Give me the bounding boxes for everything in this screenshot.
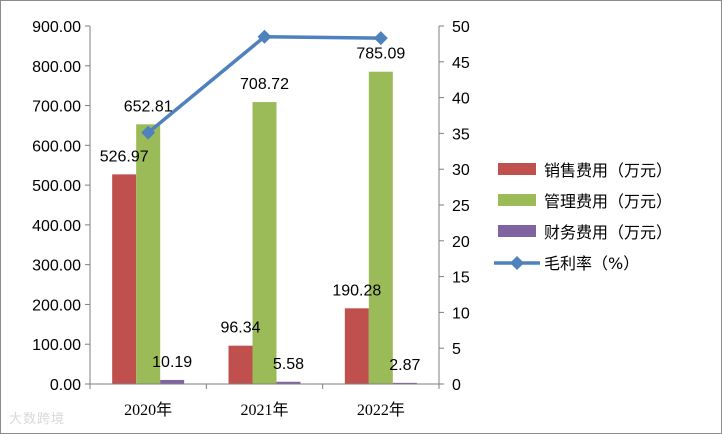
left-tick-label: 0.00	[50, 377, 81, 394]
watermark: 大数跨境	[9, 412, 66, 427]
left-tick-label: 700.00	[32, 99, 81, 116]
right-tick-label: 0	[452, 377, 461, 394]
legend-swatch-1	[498, 163, 536, 175]
right-tick-label: 45	[452, 55, 470, 72]
data-label-1-2: 96.34	[220, 320, 260, 337]
x-tick-label: 2021年	[240, 401, 288, 419]
line-point-1	[141, 125, 156, 140]
right-tick-label: 10	[452, 305, 470, 322]
data-label-3-3: 2.87	[389, 357, 420, 374]
line-point-2	[257, 29, 272, 44]
bar-2-1	[136, 124, 161, 384]
legend-label-2: 管理费用（万元）	[544, 192, 672, 211]
legend-swatch-2	[498, 194, 536, 206]
right-tick-label: 25	[452, 198, 470, 215]
bar-1-3	[344, 308, 369, 384]
left-tick-label: 900.00	[32, 19, 81, 36]
x-tick-label: 2020年	[124, 401, 172, 419]
legend-swatch-3	[498, 225, 536, 237]
data-label-1-3: 190.28	[332, 282, 381, 299]
bar-1-1	[112, 174, 137, 384]
left-tick-label: 200.00	[32, 297, 81, 314]
bar-1-2	[228, 345, 253, 384]
line-point-3	[373, 31, 388, 46]
bar-3-1	[160, 379, 185, 384]
bar-3-3	[392, 382, 417, 384]
right-tick-label: 15	[452, 270, 470, 287]
x-tick-label: 2022年	[357, 401, 405, 419]
bar-3-2	[276, 381, 301, 384]
data-label-2-3: 785.09	[356, 46, 405, 63]
data-label-1-1: 526.97	[100, 148, 149, 165]
bar-2-2	[252, 102, 277, 384]
right-tick-label: 35	[452, 126, 470, 143]
left-tick-label: 400.00	[32, 218, 81, 235]
bar-2-3	[368, 71, 393, 384]
data-label-3-2: 5.58	[273, 356, 304, 373]
right-tick-label: 30	[452, 162, 470, 179]
right-tick-label: 40	[452, 91, 470, 108]
legend-label-1: 销售费用（万元）	[544, 161, 672, 180]
right-tick-label: 50	[452, 19, 470, 36]
left-tick-label: 300.00	[32, 258, 81, 275]
legend-label-4: 毛利率（%）	[544, 254, 639, 273]
left-tick-label: 600.00	[32, 138, 81, 155]
data-label-3-1: 10.19	[152, 354, 192, 371]
left-tick-label: 100.00	[32, 337, 81, 354]
data-label-2-2: 708.72	[240, 76, 289, 93]
data-label-2-1: 652.81	[124, 98, 173, 115]
left-tick-label: 500.00	[32, 178, 81, 195]
legend-marker-4	[510, 256, 524, 270]
legend-label-3: 财务费用（万元）	[544, 223, 672, 242]
right-tick-label: 5	[452, 341, 461, 358]
right-tick-label: 20	[452, 234, 470, 251]
left-tick-label: 800.00	[32, 59, 81, 76]
